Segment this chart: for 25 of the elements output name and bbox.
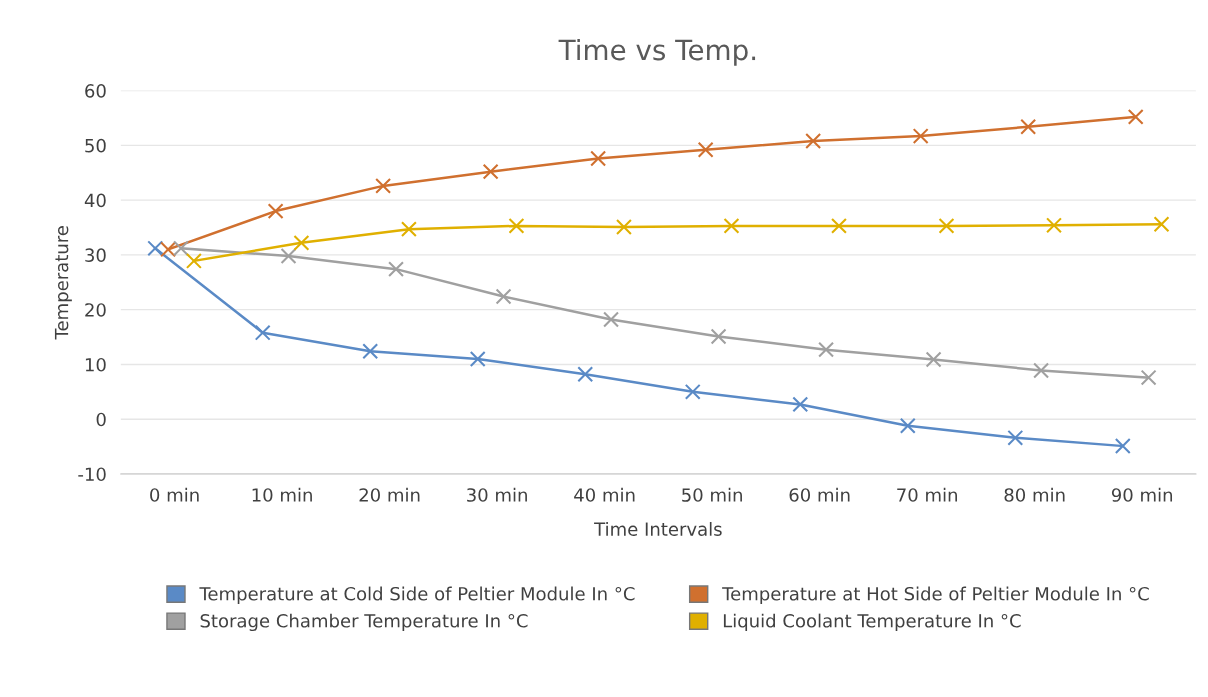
x-tick-label: 60 min xyxy=(789,487,850,502)
chart-title: Time vs Temp. xyxy=(558,38,756,66)
y-tick-label: 40 xyxy=(84,193,106,208)
x-tick-label: 20 min xyxy=(359,487,420,502)
legend-label: Storage Chamber Temperature In °C xyxy=(200,613,528,632)
x-tick-label: 0 min xyxy=(150,487,199,502)
x-tick-label: 10 min xyxy=(252,487,312,502)
x-tick-label: 70 min xyxy=(897,487,957,502)
legend-label: Temperature at Hot Side of Peltier Module In °C xyxy=(722,586,1149,605)
y-axis-title: Temperature xyxy=(54,226,72,340)
y-tick-label: 0 xyxy=(96,412,106,427)
legend-label: Temperature at Cold Side of Peltier Module In °C xyxy=(199,586,635,605)
x-tick-label: 80 min xyxy=(1004,487,1065,502)
x-axis-title: Time Intervals xyxy=(594,521,722,536)
y-tick-label: 60 xyxy=(85,84,106,98)
x-tick-label: 90 min xyxy=(1111,487,1173,502)
y-tick-label: 20 xyxy=(85,303,106,317)
y-tick-label: 50 xyxy=(85,138,106,153)
y-tick-label: 10 xyxy=(85,357,106,372)
x-tick-label: 40 min xyxy=(574,487,635,502)
legend-label: Liquid Coolant Temperature In °C xyxy=(723,613,1021,632)
x-tick-label: 50 min xyxy=(682,487,742,502)
y-tick-label: 30 xyxy=(85,248,106,263)
x-tick-label: 30 min xyxy=(467,487,527,502)
y-tick-label: -10 xyxy=(78,467,106,482)
